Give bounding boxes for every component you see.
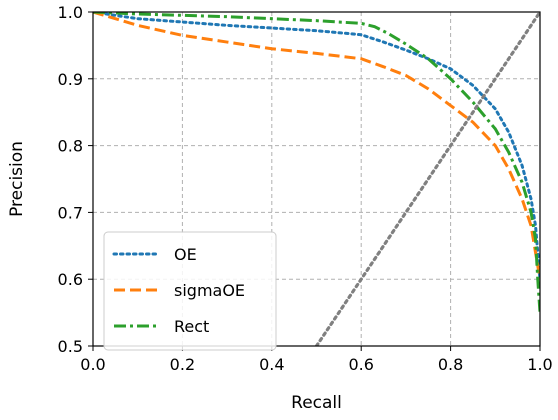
- x-tick-label: 0.6: [348, 355, 373, 374]
- x-tick-label: 0.0: [80, 355, 105, 374]
- y-tick-label: 1.0: [58, 3, 83, 22]
- y-tick-label: 0.9: [58, 70, 83, 89]
- series-line-sigmaoe: [93, 12, 540, 280]
- legend: OE sigmaOE Rect: [103, 231, 277, 351]
- series-line-oe: [93, 12, 540, 281]
- plot-area-frame: [92, 11, 541, 347]
- y-axis-label: Precision: [7, 141, 27, 217]
- x-axis-label: Recall: [291, 393, 342, 413]
- legend-label-rect: Rect: [174, 317, 209, 336]
- y-tick-label: 0.5: [58, 337, 83, 356]
- x-tick-label: 0.2: [170, 355, 195, 374]
- y-tick-label: 0.7: [58, 203, 83, 222]
- diagonal-reference-line: [314, 12, 540, 346]
- x-tick-label: 0.4: [259, 355, 284, 374]
- legend-box: [103, 231, 277, 351]
- x-tick-label: 1.0: [527, 355, 552, 374]
- legend-label-sigmaoe: sigmaOE: [174, 281, 245, 300]
- series-line-rect: [93, 12, 540, 313]
- x-tick-label: 0.8: [438, 355, 463, 374]
- y-tick-label: 0.6: [58, 270, 83, 289]
- series-layer: [93, 12, 540, 346]
- legend-label-oe: OE: [174, 245, 197, 264]
- y-tick-label: 0.8: [58, 137, 83, 156]
- axis-ticks: 0.0 0.2 0.4 0.6 0.8 1.0 0.5 0.6 0.7 0.8 0.9 1.0: [58, 3, 553, 374]
